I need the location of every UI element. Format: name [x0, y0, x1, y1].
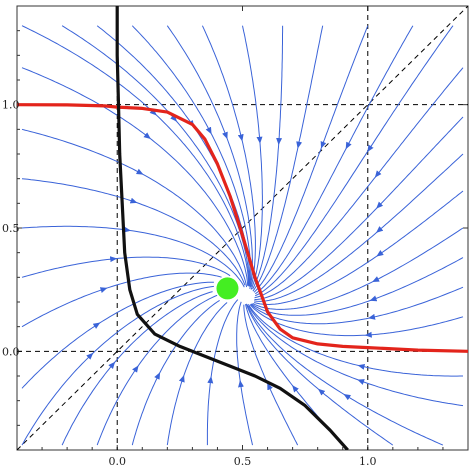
streamline [252, 227, 464, 310]
y-tick-label: 0.0 [2, 345, 20, 358]
stream-arrow [92, 322, 101, 329]
stream-arrow [317, 388, 326, 396]
guide-lines [17, 6, 468, 450]
streamline [21, 67, 249, 286]
markers [216, 277, 239, 300]
streamline [21, 225, 245, 288]
stream-arrow [369, 295, 378, 302]
streamline [254, 190, 464, 306]
stream-arrow [222, 131, 228, 140]
diagonal-dashed-line [17, 6, 468, 450]
streamline [247, 304, 463, 377]
streamline [249, 304, 464, 337]
streamline [253, 25, 369, 293]
streamline [242, 25, 263, 290]
streamline [255, 25, 414, 295]
stream-arrow [372, 276, 380, 283]
streamline [243, 304, 299, 446]
streamline [250, 286, 464, 325]
stream-arrow [343, 394, 352, 401]
stream-arrow [143, 132, 151, 139]
x-tick-label: 1.0 [359, 455, 377, 468]
red-curve [17, 103, 468, 353]
stream-arrow [292, 385, 299, 393]
y-tick-label: 1.0 [2, 99, 20, 112]
stream-arrow [178, 375, 185, 383]
streamline [131, 25, 252, 287]
streamline [166, 302, 228, 446]
black-curve [115, 6, 349, 450]
streamline [21, 178, 246, 286]
streamline [252, 25, 284, 290]
curves [17, 6, 468, 450]
streamline [21, 281, 214, 389]
stream-arrow [170, 114, 177, 122]
stream-arrow [376, 226, 384, 233]
streamline [201, 25, 256, 288]
stream-arrow [237, 133, 244, 142]
streamline [254, 25, 454, 297]
streamline [131, 299, 220, 446]
stream-arrow [357, 379, 365, 385]
stream-arrow [374, 170, 382, 178]
streamline [236, 301, 253, 446]
stream-arrow [267, 382, 273, 391]
y-tick-label: 0.5 [2, 222, 20, 235]
stream-arrow [99, 287, 108, 293]
streamline [245, 303, 394, 446]
x-tick-label: 0.0 [108, 455, 126, 468]
streamline [96, 294, 218, 446]
stream-arrow [108, 361, 116, 369]
stream-arrow [296, 141, 303, 149]
stream-arrow [368, 313, 376, 320]
stream-arrow [86, 352, 94, 360]
streamline [21, 285, 214, 446]
stream-arrow [149, 108, 157, 116]
streamline [21, 272, 222, 328]
stream-arrow [129, 197, 138, 204]
stream-arrow [135, 168, 144, 175]
stream-arrow [376, 250, 384, 257]
streamline [252, 25, 324, 292]
streamline [61, 291, 213, 446]
streamline [254, 67, 464, 299]
tick-labels: 0.0 0.5 1.0 0.0 0.5 1.0 [2, 99, 377, 468]
stream-arrow [320, 141, 327, 149]
streamline [166, 25, 253, 290]
streamline [61, 25, 250, 287]
stream-arrow [205, 126, 212, 135]
stream-arrow [376, 201, 384, 209]
stream-arrow [345, 141, 352, 150]
streamline [206, 299, 239, 446]
stream-arrow [154, 372, 161, 380]
streamline [254, 153, 464, 302]
stream-arrow [357, 363, 366, 370]
streamline [21, 25, 249, 286]
x-tick-label: 0.5 [234, 455, 252, 468]
streamline [246, 304, 444, 446]
stream-arrow [367, 144, 374, 153]
equilibrium-point [216, 277, 239, 300]
streamline [251, 257, 464, 316]
streamline [21, 128, 248, 288]
streamline [248, 305, 464, 407]
stream-arrow [132, 365, 139, 373]
streamline [254, 116, 464, 300]
